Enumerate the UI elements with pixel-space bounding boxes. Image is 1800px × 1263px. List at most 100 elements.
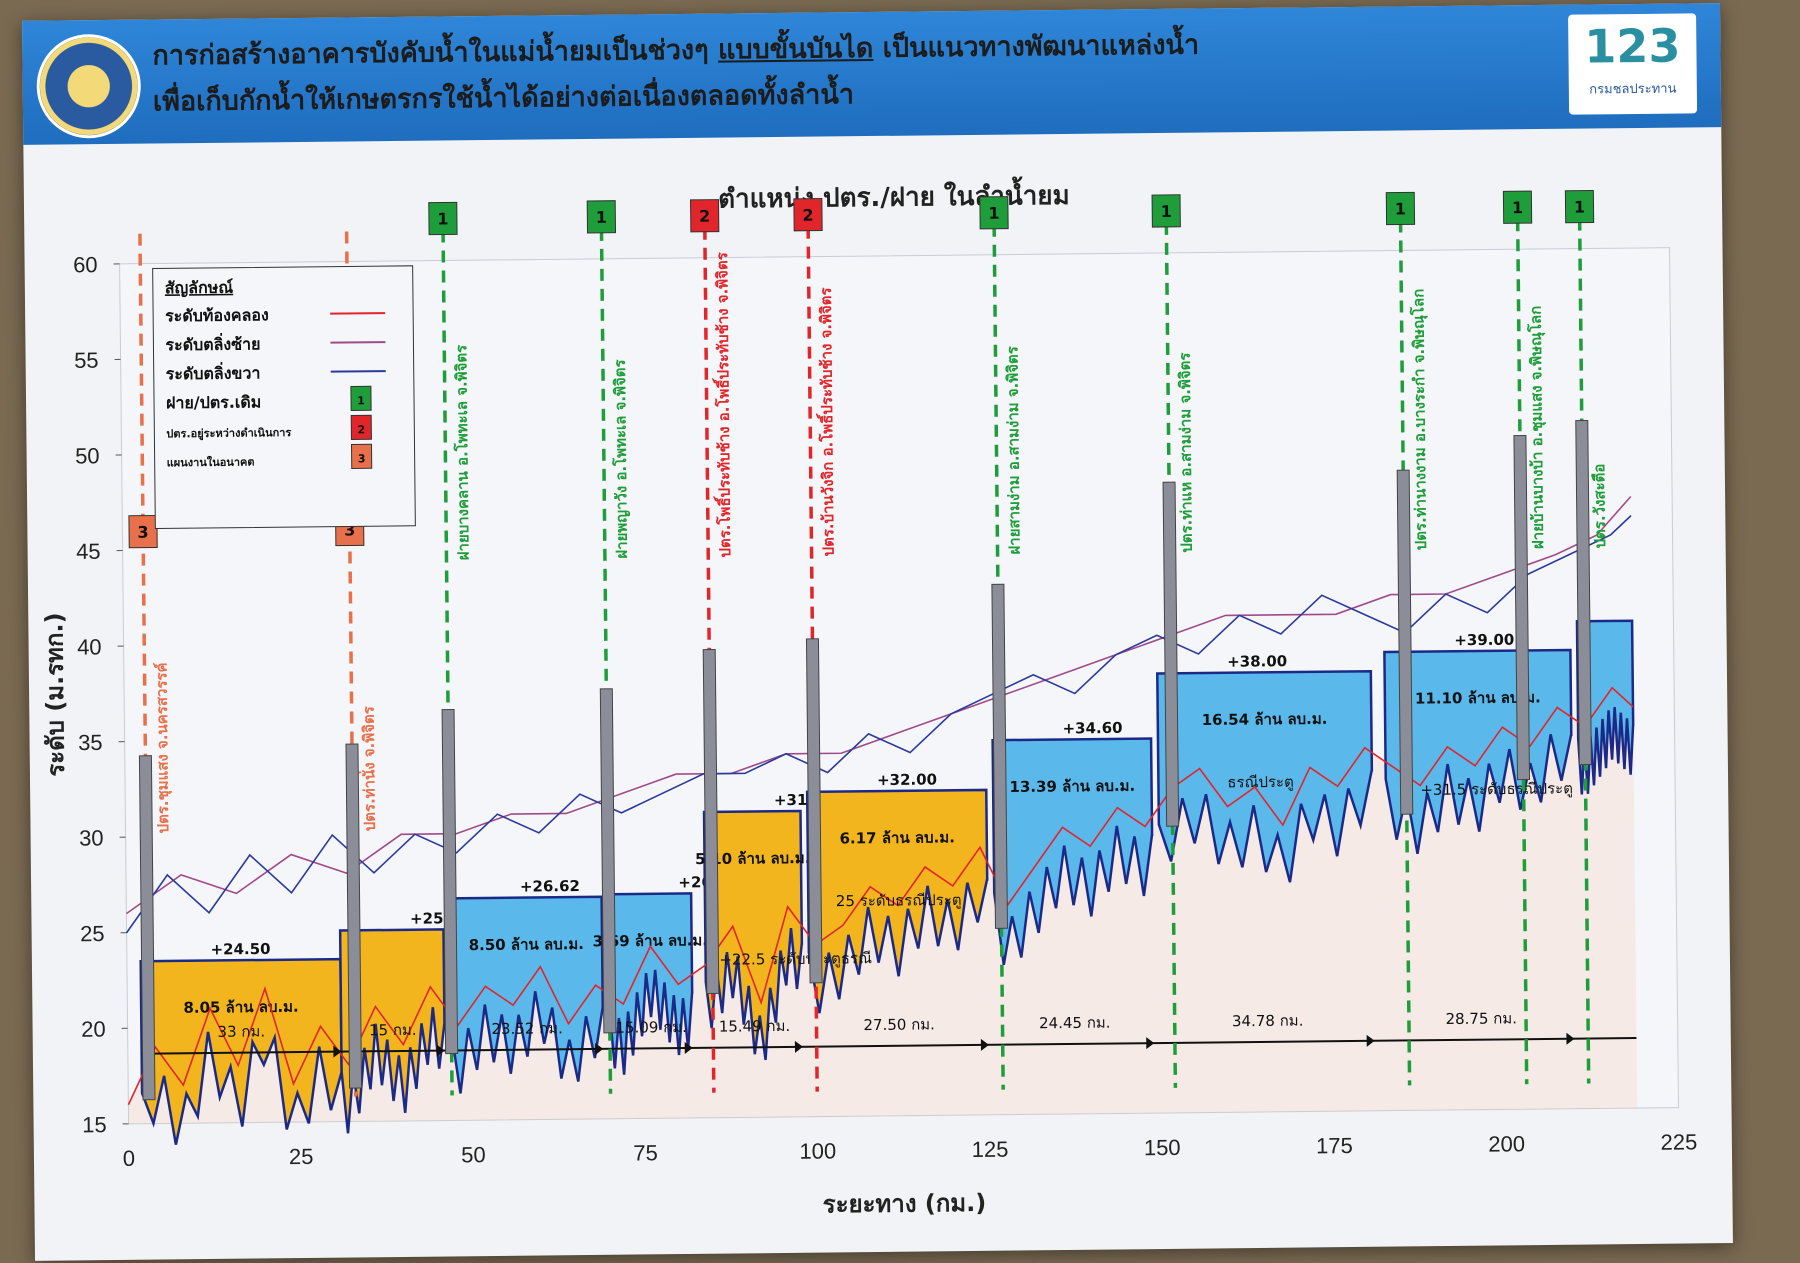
y-tick-label: 60 [73, 252, 98, 277]
structure-badge-number: 1 [596, 208, 607, 227]
distance-arrowhead [1146, 1037, 1155, 1050]
chart-title: ตำแหน่ง ปตร./ฝาย ในลำน้ำยม [718, 175, 1070, 215]
structure-badge-1 [586, 200, 617, 234]
structure-name: ปตร.ท่าแห อ.สามง่าม จ.พิจิตร [1176, 352, 1196, 553]
structure-badge-number: 1 [1395, 199, 1406, 218]
structure-badge-number: 1 [437, 209, 448, 228]
structure-badge-number: 3 [344, 520, 355, 539]
distance-arrowhead [595, 1042, 604, 1055]
structure-name: ปตร.ท่านางงาม อ.บางระกำ จ.พิษณุโลก [1408, 289, 1431, 551]
banner-line-1b: แบบขั้นบันได [717, 32, 874, 66]
gate-structure-icon [138, 755, 156, 1101]
y-tick-label: 15 [82, 1112, 107, 1137]
structure-name: ฝายสามง่าม อ.สามง่าม จ.พิจิตร [1003, 345, 1023, 554]
distance-arrowhead [980, 1038, 989, 1051]
gate-sill-note: ธรณีประตู [1227, 773, 1294, 792]
pool-level-label: +39.00 [1454, 631, 1514, 650]
structure-badge-number: 1 [1574, 198, 1585, 217]
x-tick-label: 100 [799, 1138, 836, 1163]
x-tick-label: 50 [461, 1142, 486, 1167]
banner-line-1c: เป็นแนวทางพัฒนาแหล่งน้ำ [873, 29, 1200, 64]
legend-item-label: ปตร.อยู่ระหว่างดำเนินการ [166, 426, 291, 441]
x-tick-label: 25 [289, 1144, 314, 1169]
structure-name: ปตร.ท่านั่ง จ.พิจิตร [358, 705, 379, 831]
storage-pool [805, 788, 989, 1014]
legend-badge-3 [350, 443, 373, 469]
gate-structure-icon [1396, 469, 1414, 815]
pool-volume-label: 5.10 ล้าน ลบ.ม. [695, 849, 811, 868]
y-tick-label: 20 [81, 1017, 106, 1042]
gate-structure-icon [1513, 434, 1531, 781]
structure-name: ปตร.บ้านวังจิก อ.โพธิ์ประทับช้าง จ.พิจิต… [814, 286, 838, 556]
distance-label: 15 กม. [369, 1021, 417, 1039]
structure-badge-1 [428, 201, 458, 236]
gate-sill-note: 25 ระดับธรณีประตู [836, 891, 962, 910]
gate-structure-icon [599, 688, 617, 1034]
gate-sill-note: +31.5 ระดับธรณีประตู [1420, 779, 1573, 799]
gate-structure-icon [805, 638, 823, 984]
pool-volume-label: 3.69 ล้าน ลบ.ม. [593, 931, 709, 950]
structure-line [1577, 218, 1591, 1084]
structure-badge-number: 1 [1161, 202, 1172, 221]
pool-level-label: +34.60 [1062, 719, 1122, 738]
distance-arrowhead [794, 1040, 803, 1053]
pool-volume-label: 8.05 ล้าน ลบ.ม. [183, 998, 299, 1017]
pool-volume-label: 13.39 ล้าน ลบ.ม. [1009, 777, 1135, 796]
legend-badge-number: 3 [358, 452, 366, 465]
x-tick-label: 175 [1316, 1133, 1353, 1158]
structure-badge-1 [979, 196, 1009, 230]
legend-line-swatch [330, 312, 386, 315]
pool-level-label: +24.50 [210, 940, 270, 959]
poster-board: การก่อสร้างอาคารบังคับน้ำในแม่น้ำยมเป็นช… [22, 3, 1733, 1261]
structure-name: ปตร.ชุมแสง จ.นครสวรรค์ [152, 662, 173, 833]
structure-badge-1 [1151, 194, 1181, 228]
legend-badge-number: 2 [357, 423, 365, 436]
structure-name: ฝายพญาวัง อ.โพทะเล จ.พิจิตร [610, 358, 631, 558]
legend-item-label: แผนงานในอนาคต [167, 454, 255, 469]
distance-label: 15.09 กม. [615, 1018, 687, 1037]
series-line-right [125, 515, 1632, 934]
distance-arrowhead [1566, 1032, 1575, 1045]
structure-badge-number: 3 [137, 523, 148, 542]
structure-line [1515, 219, 1529, 1085]
structure-line [1398, 220, 1412, 1086]
distance-label: 34.78 กม. [1232, 1012, 1304, 1031]
structure-badge-number: 2 [802, 206, 813, 225]
legend-badge-2 [350, 414, 372, 440]
structure-badge-1 [1564, 189, 1595, 224]
storage-pool [338, 928, 446, 1134]
pool-volume-label: 8.50 ล้าน ลบ.ม. [469, 935, 585, 954]
y-tick-label: 45 [76, 539, 101, 564]
x-tick-label: 0 [123, 1146, 136, 1171]
y-tick-label: 55 [74, 348, 99, 373]
gate-structure-icon [991, 583, 1008, 929]
rid-logo-icon [36, 33, 142, 139]
distance-arrowhead [1366, 1034, 1375, 1047]
pool-level-label: +26.62 [520, 877, 580, 896]
distance-arrowhead [684, 1042, 693, 1055]
structure-badge-2 [690, 199, 720, 233]
gate-structure-icon [1162, 481, 1180, 827]
structure-badge-2 [793, 198, 823, 232]
structure-badge-number: 1 [1512, 198, 1523, 217]
x-axis-title: ระยะทาง (กม.) [823, 1189, 987, 1219]
distance-label: 24.45 กม. [1039, 1014, 1111, 1033]
pool-level-label: +38.00 [1227, 652, 1287, 671]
distance-label: 28.75 กม. [1445, 1009, 1517, 1028]
anniversary-logo-icon: 123 กรมชลประทาน [1568, 13, 1698, 115]
structure-name: ฝายบางคลาน อ.โพทะเล จ.พิจิตร [451, 344, 472, 561]
y-tick-label: 50 [75, 443, 100, 468]
x-tick-label: 150 [1144, 1135, 1181, 1160]
x-tick-label: 125 [972, 1137, 1009, 1162]
legend-item-label: ระดับตลิ่งขวา [166, 361, 261, 383]
distance-label: 33 กม. [217, 1022, 265, 1040]
storage-pool [607, 892, 694, 1075]
structure-badge-number: 1 [988, 204, 999, 223]
gate-structure-icon [702, 648, 720, 995]
distance-label: 23.52 กม. [491, 1019, 563, 1038]
gate-sill-note: +22.5 ระดับประตูธรณี [719, 949, 872, 969]
legend-item-label: ระดับตลิ่งซ้าย [165, 332, 260, 354]
gate-structure-icon [441, 709, 459, 1055]
legend-title: สัญลักษณ์ [165, 278, 234, 299]
header-banner: การก่อสร้างอาคารบังคับน้ำในแม่น้ำยมเป็นช… [22, 3, 1722, 145]
